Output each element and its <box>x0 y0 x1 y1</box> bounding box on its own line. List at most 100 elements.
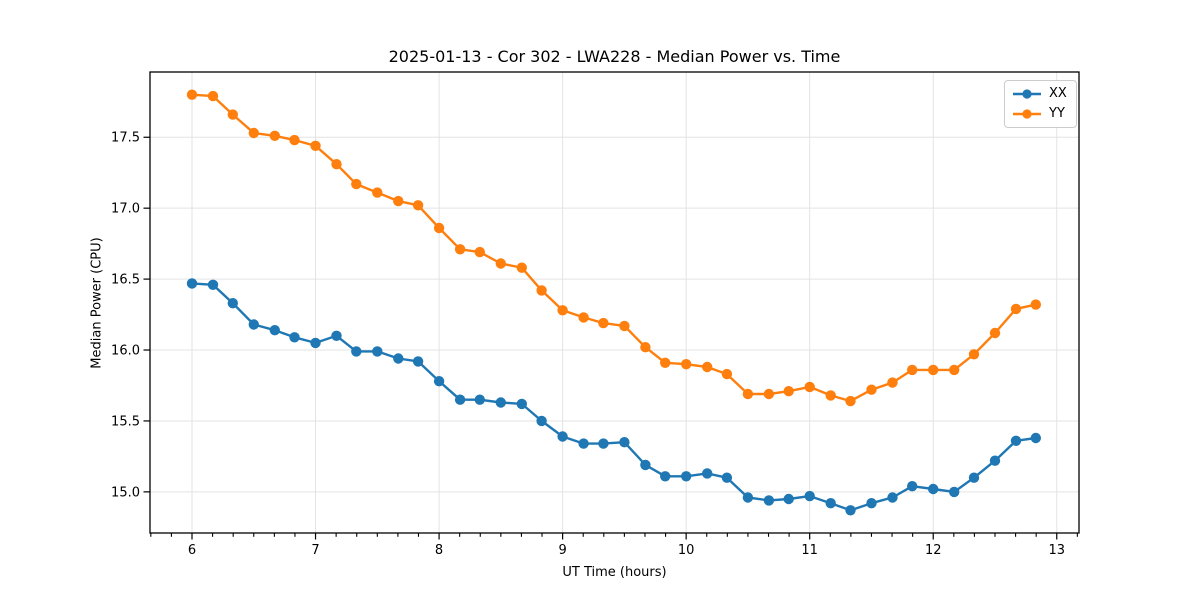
data-point-yy <box>763 388 775 400</box>
data-point-xx <box>454 394 466 405</box>
y-tick-label: 16.0 <box>111 344 140 359</box>
data-point-yy <box>702 361 713 373</box>
data-point-yy <box>804 381 815 393</box>
data-point-xx <box>516 398 527 410</box>
data-point-xx <box>474 394 485 405</box>
y-tick-label: 16.5 <box>111 273 140 288</box>
data-point-xx <box>640 459 651 471</box>
data-point-yy <box>474 246 485 258</box>
data-point-xx <box>310 337 321 349</box>
data-point-xx <box>763 495 775 506</box>
data-point-xx <box>495 397 506 408</box>
x-tick-label: 13 <box>1048 543 1065 558</box>
x-tick-label: 12 <box>925 543 942 558</box>
x-tick-label: 11 <box>801 543 818 558</box>
data-point-xx <box>207 279 219 290</box>
data-point-xx <box>968 472 980 483</box>
data-point-yy <box>968 349 980 360</box>
legend-line-marker-icon <box>1013 108 1041 119</box>
legend-item-xx: XX <box>1012 85 1067 102</box>
data-point-xx <box>536 415 547 427</box>
data-point-yy <box>887 377 898 388</box>
data-point-xx <box>1030 432 1042 444</box>
data-point-yy <box>721 368 733 380</box>
data-point-yy <box>681 359 692 370</box>
data-point-xx <box>783 493 794 505</box>
y-tick-label: 17.0 <box>111 202 140 217</box>
data-point-yy <box>742 388 754 400</box>
data-point-xx <box>186 278 198 289</box>
data-point-yy <box>845 395 856 407</box>
y-tick-label: 15.5 <box>111 414 140 429</box>
data-point-yy <box>331 159 342 170</box>
data-point-yy <box>207 90 219 102</box>
data-point-yy <box>372 187 383 198</box>
data-point-yy <box>989 327 1001 339</box>
data-point-xx <box>331 330 342 341</box>
series-line-yy <box>190 93 1038 403</box>
data-point-xx <box>619 437 630 448</box>
data-point-xx <box>393 353 404 364</box>
data-point-xx <box>660 471 671 482</box>
data-point-yy <box>454 244 466 255</box>
data-point-xx <box>289 332 300 343</box>
data-point-xx <box>907 481 918 492</box>
plot-border <box>149 71 1080 534</box>
data-point-yy <box>557 305 568 316</box>
data-point-yy <box>949 364 960 376</box>
data-point-xx <box>227 298 238 309</box>
data-point-yy <box>393 195 404 207</box>
data-point-xx <box>351 346 362 357</box>
legend-label-yy: YY <box>1049 105 1065 121</box>
data-point-yy <box>495 258 506 269</box>
data-point-yy <box>536 285 547 296</box>
data-point-yy <box>578 312 589 323</box>
series-line-xx <box>190 282 1038 512</box>
data-point-yy <box>928 364 939 376</box>
x-tick-label: 6 <box>188 543 196 558</box>
data-point-xx <box>578 438 589 449</box>
legend-label-xx: XX <box>1049 85 1067 101</box>
data-point-yy <box>640 342 651 353</box>
data-point-xx <box>825 498 836 509</box>
x-tick-label: 8 <box>435 543 443 558</box>
x-axis-label: UT Time (hours) <box>562 565 667 580</box>
data-point-xx <box>433 376 445 387</box>
data-point-xx <box>845 505 856 516</box>
data-point-yy <box>783 386 794 397</box>
data-point-xx <box>372 346 383 357</box>
data-point-yy <box>1010 303 1022 315</box>
data-point-yy <box>619 320 630 332</box>
data-point-xx <box>866 498 877 509</box>
data-point-yy <box>660 357 671 368</box>
data-point-yy <box>289 134 300 146</box>
data-point-xx <box>804 490 815 502</box>
data-point-yy <box>433 222 445 234</box>
data-point-yy <box>227 109 238 120</box>
data-point-yy <box>907 364 918 376</box>
y-axis-label: Median Power (CPU) <box>89 237 105 369</box>
data-point-yy <box>269 130 280 141</box>
y-tick-label: 17.5 <box>111 131 140 146</box>
y-tick-label: 15.0 <box>111 485 140 500</box>
data-point-xx <box>721 472 733 483</box>
data-point-yy <box>310 140 321 151</box>
data-point-yy <box>516 262 527 273</box>
data-point-yy <box>825 390 836 401</box>
legend-item-yy: YY <box>1012 105 1067 122</box>
x-tick-label: 10 <box>678 543 695 558</box>
data-point-yy <box>186 89 198 100</box>
data-point-xx <box>681 471 692 482</box>
data-point-xx <box>949 486 960 498</box>
legend: XX YY <box>1004 80 1077 128</box>
data-point-xx <box>742 492 754 503</box>
data-point-xx <box>598 438 609 449</box>
data-point-xx <box>412 356 424 367</box>
data-point-xx <box>248 319 259 330</box>
data-point-xx <box>557 431 568 442</box>
data-point-xx <box>269 325 280 336</box>
data-point-yy <box>598 317 609 329</box>
data-point-yy <box>866 384 877 395</box>
